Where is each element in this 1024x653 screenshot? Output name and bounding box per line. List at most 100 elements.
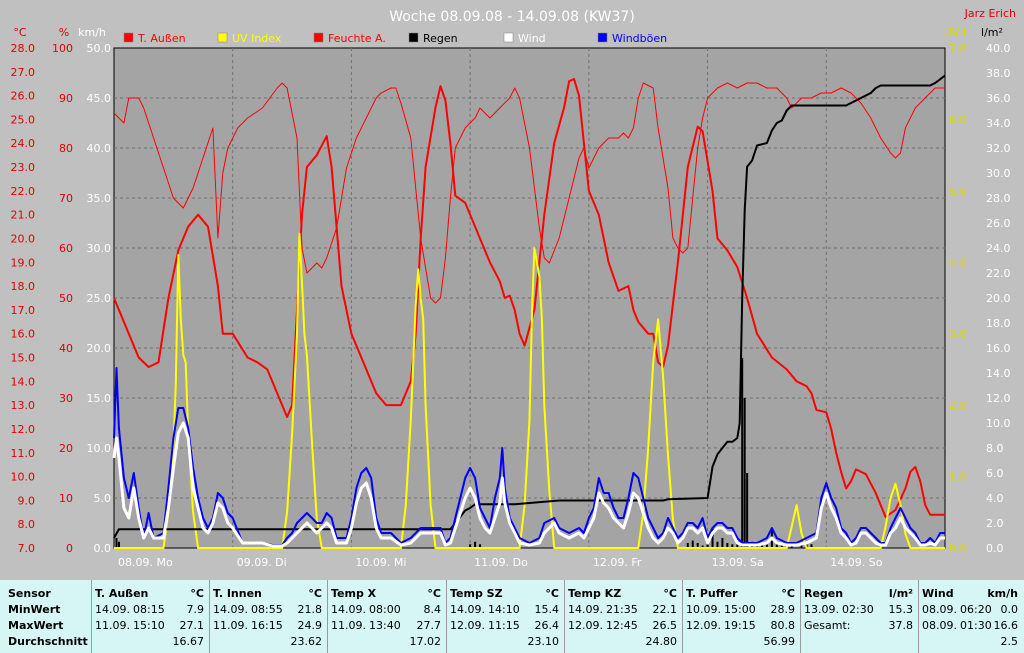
max-date: 11.09. xyxy=(331,619,366,632)
uv-tick-label: 3.0 xyxy=(949,328,967,341)
temp-tick-label: 19.0 xyxy=(11,256,36,269)
rain-bar xyxy=(686,543,689,548)
temp-tick-label: 16.0 xyxy=(11,328,36,341)
temp-tick-label: 12.0 xyxy=(11,423,36,436)
credit-label: Jarz Erich xyxy=(964,7,1016,20)
rain-tick-label: 4.0 xyxy=(986,492,1004,505)
column-name: Temp KZ xyxy=(568,587,622,600)
temp-tick-label: 23.0 xyxy=(11,161,36,174)
rain-tick-label: 8.0 xyxy=(986,442,1004,455)
rain-bar xyxy=(736,544,739,548)
max-date: Gesamt: xyxy=(804,619,851,632)
temp-tick-label: 9.0 xyxy=(18,494,36,507)
avg-value: 23.10 xyxy=(527,635,560,648)
max-value: 26.4 xyxy=(534,619,560,632)
min-date: 14.09. xyxy=(95,603,130,616)
rain-bar xyxy=(746,473,749,548)
humidity-tick-label: 60 xyxy=(59,242,73,255)
humidity-tick-label: 0 xyxy=(66,542,73,555)
stats-table: Sensor MinWert MaxWert Durchschnitt T. Außen… xyxy=(0,580,1024,653)
max-date: 11.09. xyxy=(95,619,130,632)
temp-tick-label: 18.0 xyxy=(11,280,36,293)
rain-tick-label: 14.0 xyxy=(986,367,1011,380)
rain-tick-label: 12.0 xyxy=(986,392,1011,405)
rain-bar xyxy=(721,538,724,548)
rain-bar xyxy=(716,541,719,548)
min-value: 8.4 xyxy=(423,603,442,616)
uv-tick-label: 6.0 xyxy=(949,113,967,126)
table-column: Temp X °C 14.09. 08:00 8.4 11.09. 13:40 27.7 17.… xyxy=(327,580,446,653)
min-time: 14:10 xyxy=(488,603,520,616)
avg-value: 24.80 xyxy=(645,635,678,648)
wind-tick-label: 45.0 xyxy=(87,92,112,105)
column-name: T. Innen xyxy=(213,587,262,600)
max-value: 80.8 xyxy=(770,619,796,632)
rain-tick-label: 16.0 xyxy=(986,342,1011,355)
x-axis-label: 10.09. Mi xyxy=(355,556,406,569)
max-value: 37.8 xyxy=(888,619,914,632)
legend-label: Windböen xyxy=(612,32,667,45)
table-sensor-header: Sensor xyxy=(8,587,51,600)
rain-tick-label: 38.0 xyxy=(986,67,1011,80)
min-date: 14.09. xyxy=(568,603,603,616)
temp-tick-label: 25.0 xyxy=(11,113,36,126)
column-name: T. Außen xyxy=(95,587,149,600)
min-time: 08:00 xyxy=(369,603,401,616)
rain-bar xyxy=(780,544,783,548)
uv-axis-unit: UV-I xyxy=(944,26,966,39)
rain-bar xyxy=(726,543,729,548)
humidity-axis-unit: % xyxy=(59,26,69,39)
series-layer xyxy=(112,74,946,549)
x-axis-label: 09.09. Di xyxy=(237,556,287,569)
min-date: 10.09. xyxy=(686,603,721,616)
legend-swatch xyxy=(503,32,514,43)
uv-tick-label: 0.0 xyxy=(949,542,967,555)
legend-label: UV Index xyxy=(232,32,282,45)
rain-bar xyxy=(474,541,477,548)
rain-bar xyxy=(701,545,704,548)
legend-swatch xyxy=(217,32,228,43)
rain-bar xyxy=(117,541,120,548)
max-time: 01:30 xyxy=(960,619,992,632)
max-time: 19:15 xyxy=(724,619,756,632)
series-line-wind xyxy=(112,421,945,548)
uv-tick-label: 4.0 xyxy=(949,256,967,269)
humidity-tick-label: 50 xyxy=(59,292,73,305)
temp-tick-label: 26.0 xyxy=(11,90,36,103)
max-time: 11:15 xyxy=(488,619,520,632)
min-value: 15.3 xyxy=(888,603,914,616)
rain-bar xyxy=(765,544,768,548)
temp-tick-label: 13.0 xyxy=(11,399,36,412)
wind-tick-label: 15.0 xyxy=(87,392,112,405)
uv-tick-label: 5.0 xyxy=(949,185,967,198)
rain-tick-label: 34.0 xyxy=(986,117,1011,130)
column-unit: °C xyxy=(308,587,322,600)
max-time: 16:15 xyxy=(251,619,283,632)
x-axis-label: 12.09. Fr xyxy=(593,556,642,569)
max-date: 12.09. xyxy=(686,619,721,632)
min-value: 22.1 xyxy=(652,603,678,616)
x-axis-label: 14.09. So xyxy=(830,556,882,569)
table-column: Temp SZ °C 14.09. 14:10 15.4 12.09. 11:15 26.4 2… xyxy=(446,580,564,653)
table-column: Wind km/h 08.09. 06:20 0.0 08.09. 01:30 16.6 2.5 xyxy=(918,580,1023,653)
rain-tick-label: 2.0 xyxy=(986,517,1004,530)
column-unit: °C xyxy=(190,587,204,600)
min-value: 0.0 xyxy=(1000,603,1019,616)
uv-tick-label: 2.0 xyxy=(949,399,967,412)
temp-tick-label: 8.0 xyxy=(18,518,36,531)
rain-tick-label: 6.0 xyxy=(986,467,1004,480)
wind-tick-label: 50.0 xyxy=(87,42,112,55)
min-value: 28.9 xyxy=(770,603,796,616)
max-value: 16.6 xyxy=(993,619,1019,632)
max-date: 12.09. xyxy=(450,619,485,632)
wind-tick-label: 10.0 xyxy=(87,442,112,455)
legend-label: Regen xyxy=(423,32,458,45)
rain-tick-label: 26.0 xyxy=(986,217,1011,230)
humidity-tick-label: 100 xyxy=(52,42,73,55)
rain-tick-label: 28.0 xyxy=(986,192,1011,205)
axes-layer: 28.0 27.0 26.0 25.0 24.0 23.0 22.0 21.0 20.0 19.0… xyxy=(11,26,1011,569)
humidity-tick-label: 40 xyxy=(59,342,73,355)
avg-value: 56.99 xyxy=(763,635,796,648)
humidity-tick-label: 80 xyxy=(59,142,73,155)
min-date: 14.09. xyxy=(213,603,248,616)
